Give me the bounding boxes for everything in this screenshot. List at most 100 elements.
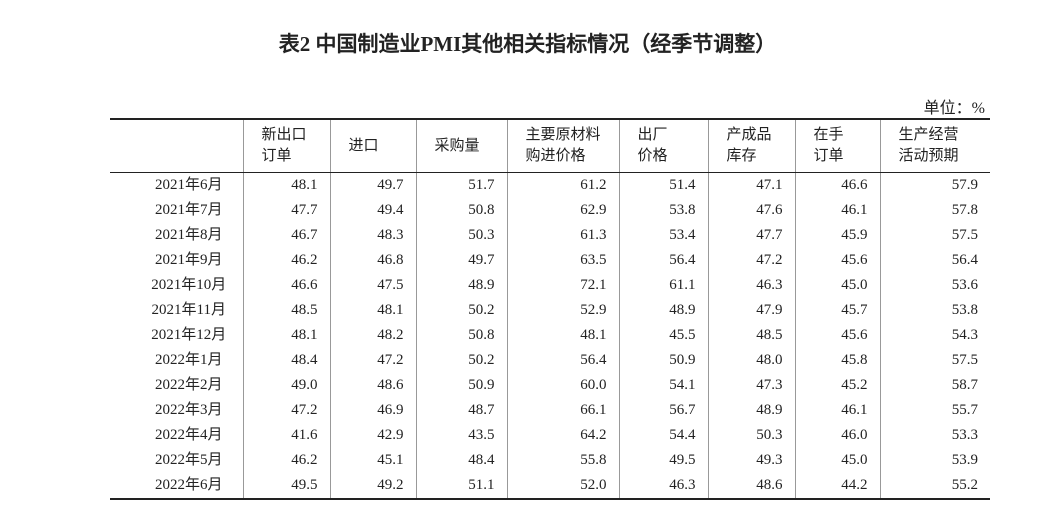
value-cell: 63.5 bbox=[506, 248, 619, 273]
value-cell: 48.1 bbox=[506, 323, 619, 348]
value-cell: 53.4 bbox=[618, 223, 708, 248]
value-cell: 47.5 bbox=[329, 273, 416, 298]
value-cell: 55.8 bbox=[506, 448, 619, 473]
value-cell: 50.3 bbox=[415, 223, 507, 248]
value-cell: 49.3 bbox=[707, 448, 795, 473]
value-cell: 46.1 bbox=[794, 398, 880, 423]
header-cell: 出厂 价格 bbox=[618, 119, 708, 173]
value-cell: 50.2 bbox=[415, 348, 507, 373]
value-cell: 56.7 bbox=[618, 398, 708, 423]
value-cell: 54.3 bbox=[879, 323, 990, 348]
value-cell: 41.6 bbox=[242, 423, 330, 448]
month-cell: 2021年6月 bbox=[154, 177, 223, 193]
title: 表2 中国制造业PMI其他相关指标情况（经季节调整） bbox=[278, 32, 777, 56]
header-cell: 采购量 bbox=[415, 119, 507, 173]
table-row: 2022年5月 46.2 45.1 48.4 55.8 49.5 49.3 45.0 53.9 bbox=[110, 448, 990, 473]
value-cell: 48.9 bbox=[618, 298, 708, 323]
month-cell: 2021年12月 bbox=[151, 327, 227, 343]
value-cell: 48.1 bbox=[242, 172, 330, 198]
value-cell: 48.1 bbox=[242, 323, 330, 348]
value-cell: 50.3 bbox=[707, 423, 795, 448]
month-cell: 2021年9月 bbox=[154, 252, 223, 268]
value-cell: 50.8 bbox=[415, 198, 507, 223]
value-cell: 46.1 bbox=[794, 198, 880, 223]
value-cell: 45.6 bbox=[794, 323, 880, 348]
value-cell: 49.5 bbox=[242, 473, 330, 499]
header-cell: 新出口 订单 bbox=[242, 119, 330, 173]
value-cell: 45.0 bbox=[794, 273, 880, 298]
month-cell: 2022年6月 bbox=[154, 477, 223, 493]
value-cell: 47.1 bbox=[707, 172, 795, 198]
value-cell: 48.9 bbox=[415, 273, 507, 298]
value-cell: 47.3 bbox=[707, 373, 795, 398]
value-cell: 61.2 bbox=[506, 172, 619, 198]
value-cell: 48.6 bbox=[329, 373, 416, 398]
value-cell: 53.9 bbox=[879, 448, 990, 473]
value-cell: 44.2 bbox=[794, 473, 880, 499]
header-line: 生产经营 bbox=[898, 127, 959, 143]
value-cell: 45.0 bbox=[794, 448, 880, 473]
value-cell: 51.4 bbox=[618, 172, 708, 198]
month-cell: 2021年7月 bbox=[154, 202, 223, 218]
value-cell: 43.5 bbox=[415, 423, 507, 448]
value-cell: 48.4 bbox=[415, 448, 507, 473]
table-row: 2022年2月 49.0 48.6 50.9 60.0 54.1 47.3 45.2 58.7 bbox=[110, 373, 990, 398]
month-cell: 2022年5月 bbox=[154, 452, 223, 468]
header-cell: 主要原材料 购进价格 bbox=[506, 119, 619, 173]
value-cell: 49.4 bbox=[329, 198, 416, 223]
value-cell: 53.6 bbox=[879, 273, 990, 298]
table-row: 2021年10月 46.6 47.5 48.9 72.1 61.1 46.3 45.0 53.6 bbox=[110, 273, 990, 298]
value-cell: 47.6 bbox=[707, 198, 795, 223]
value-cell: 53.3 bbox=[879, 423, 990, 448]
value-cell: 45.8 bbox=[794, 348, 880, 373]
value-cell: 47.9 bbox=[707, 298, 795, 323]
value-cell: 46.8 bbox=[329, 248, 416, 273]
value-cell: 53.8 bbox=[618, 198, 708, 223]
value-cell: 49.7 bbox=[415, 248, 507, 273]
value-cell: 52.9 bbox=[506, 298, 619, 323]
value-cell: 48.9 bbox=[707, 398, 795, 423]
header-line: 库存 bbox=[726, 148, 757, 164]
header-line: 采购量 bbox=[434, 137, 480, 154]
value-cell: 54.1 bbox=[618, 373, 708, 398]
value-cell: 48.4 bbox=[242, 348, 330, 373]
value-cell: 46.6 bbox=[794, 172, 880, 198]
value-cell: 45.1 bbox=[329, 448, 416, 473]
header-line: 购进价格 bbox=[525, 148, 586, 164]
value-cell: 55.7 bbox=[879, 398, 990, 423]
header-line: 订单 bbox=[261, 148, 292, 164]
value-cell: 49.5 bbox=[618, 448, 708, 473]
value-cell: 47.2 bbox=[707, 248, 795, 273]
value-cell: 48.7 bbox=[415, 398, 507, 423]
month-cell: 2022年3月 bbox=[154, 402, 223, 418]
value-cell: 49.2 bbox=[329, 473, 416, 499]
value-cell: 49.0 bbox=[242, 373, 330, 398]
value-cell: 62.9 bbox=[506, 198, 619, 223]
value-cell: 46.3 bbox=[707, 273, 795, 298]
value-cell: 51.7 bbox=[415, 172, 507, 198]
value-cell: 58.7 bbox=[879, 373, 990, 398]
table-row: 2022年4月 41.6 42.9 43.5 64.2 54.4 50.3 46.0 53.3 bbox=[110, 423, 990, 448]
value-cell: 49.7 bbox=[329, 172, 416, 198]
value-cell: 46.6 bbox=[242, 273, 330, 298]
table-row: 2021年8月 46.7 48.3 50.3 61.3 53.4 47.7 45.9 57.5 bbox=[110, 223, 990, 248]
table-row: 2021年7月 47.7 49.4 50.8 62.9 53.8 47.6 46.1 57.8 bbox=[110, 198, 990, 223]
unit: 单位：% bbox=[923, 100, 985, 117]
header-row: 新出口 订单 进口 采购量 主要原材料 购进价格 出厂 价格 产成品 库存 在手 订单 生产经营 活动预期 bbox=[110, 119, 990, 173]
value-cell: 48.6 bbox=[707, 473, 795, 499]
table-row: 2021年9月 46.2 46.8 49.7 63.5 56.4 47.2 45.6 56.4 bbox=[110, 248, 990, 273]
value-cell: 46.2 bbox=[242, 248, 330, 273]
value-cell: 50.8 bbox=[415, 323, 507, 348]
header-line: 在手 bbox=[813, 127, 844, 143]
month-cell: 2021年11月 bbox=[151, 302, 226, 318]
header-cell: 进口 bbox=[329, 119, 416, 173]
table-row: 2021年6月 48.1 49.7 51.7 61.2 51.4 47.1 46.6 57.9 bbox=[110, 172, 990, 198]
value-cell: 57.5 bbox=[879, 223, 990, 248]
value-cell: 47.7 bbox=[242, 198, 330, 223]
header-line: 新出口 bbox=[261, 127, 307, 143]
header-cell: 产成品 库存 bbox=[707, 119, 795, 173]
value-cell: 72.1 bbox=[506, 273, 619, 298]
header-cell: 在手 订单 bbox=[794, 119, 880, 173]
value-cell: 56.4 bbox=[506, 348, 619, 373]
value-cell: 56.4 bbox=[879, 248, 990, 273]
